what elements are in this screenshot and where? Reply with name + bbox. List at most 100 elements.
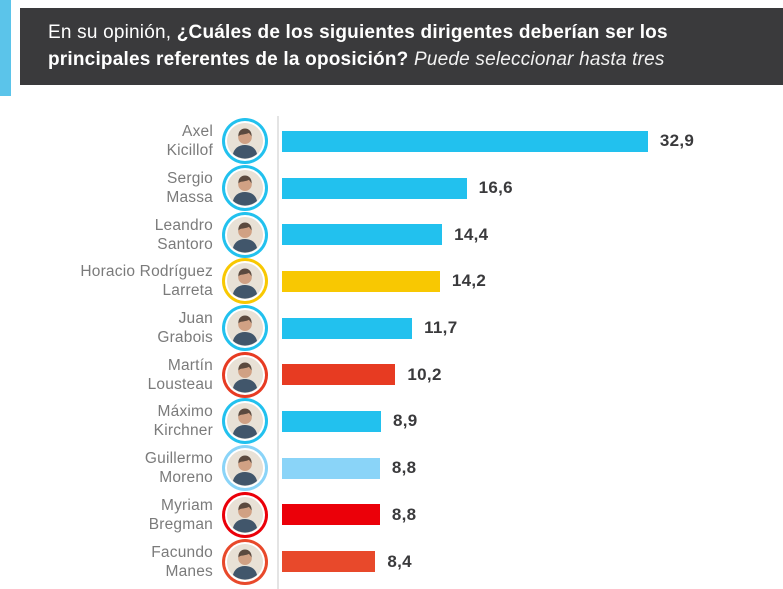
candidate-name: Leandro Santoro [0, 216, 213, 254]
candidate-name-line1: Myriam [161, 496, 213, 514]
value-label: 16,6 [478, 178, 513, 198]
bar-chart: Axel Kicillof 32,9 Sergio Massa [0, 116, 783, 589]
bar [282, 130, 648, 152]
bar-area: 8,4 [277, 551, 783, 573]
candidate-name-line1: Guillermo [144, 450, 213, 468]
candidate-name-line2: Larreta [162, 282, 213, 300]
chart-row: Myriam Bregman 8,8 [0, 492, 783, 539]
person-silhouette-icon [227, 170, 263, 207]
chart-row: Juan Grabois 11,7 [0, 305, 783, 352]
candidate-name: Axel Kicillof [0, 122, 213, 160]
person-silhouette-icon [227, 216, 263, 253]
avatar-wrap [213, 496, 277, 533]
bar-area: 11,7 [277, 317, 783, 339]
chart-rows: Axel Kicillof 32,9 Sergio Massa [0, 118, 783, 585]
avatar [227, 170, 263, 207]
person-silhouette-icon [227, 123, 263, 160]
candidate-name-line2: Kirchner [153, 422, 213, 440]
person-silhouette-icon [227, 310, 263, 347]
chart-row: Horacio Rodríguez Larreta 14,2 [0, 258, 783, 305]
accent-stripe [0, 0, 11, 96]
candidate-name-line1: Juan [178, 310, 213, 328]
bar [282, 270, 440, 292]
chart-row: Sergio Massa 16,6 [0, 165, 783, 212]
bar [282, 224, 443, 246]
chart-row: Facundo Manes 8,4 [0, 538, 783, 585]
candidate-name: Guillermo Moreno [0, 449, 213, 487]
bar-area: 8,8 [277, 457, 783, 479]
avatar-wrap [213, 310, 277, 347]
avatar-wrap [213, 356, 277, 393]
candidate-name-line1: Máximo [157, 403, 213, 421]
candidate-name-line2: Santoro [157, 235, 213, 253]
avatar [227, 403, 263, 440]
question-text: En su opinión, ¿Cuáles de los siguientes… [48, 19, 765, 73]
candidate-name-line1: Axel [182, 123, 213, 141]
avatar-wrap [213, 543, 277, 580]
candidate-name: Máximo Kirchner [0, 402, 213, 440]
value-label: 10,2 [407, 364, 442, 384]
person-silhouette-icon [227, 356, 263, 393]
candidate-name-line2: Kicillof [166, 142, 213, 160]
avatar [227, 450, 263, 487]
bar-area: 10,2 [277, 364, 783, 386]
question-main: ¿Cuáles de los siguientes dirigentes deb… [48, 22, 668, 70]
avatar [227, 263, 263, 300]
axis-baseline [277, 116, 279, 589]
person-silhouette-icon [227, 496, 263, 533]
avatar [227, 216, 263, 253]
avatar [227, 356, 263, 393]
bar [282, 317, 413, 339]
avatar-wrap [213, 123, 277, 160]
chart-row: Guillermo Moreno 8,8 [0, 445, 783, 492]
candidate-name-line2: Manes [165, 562, 213, 580]
candidate-name-line1: Leandro [154, 216, 213, 234]
bar-area: 8,8 [277, 504, 783, 526]
person-silhouette-icon [227, 263, 263, 300]
value-label: 8,4 [387, 551, 412, 571]
candidate-name: Sergio Massa [0, 169, 213, 207]
bar-area: 14,4 [277, 224, 783, 246]
candidate-name-line2: Massa [166, 189, 213, 207]
question-header: En su opinión, ¿Cuáles de los siguientes… [20, 8, 783, 85]
avatar-wrap [213, 263, 277, 300]
candidate-name-line1: Horacio Rodríguez [80, 263, 213, 281]
value-label: 11,7 [424, 318, 458, 338]
bar [282, 457, 380, 479]
person-silhouette-icon [227, 450, 263, 487]
bar-area: 14,2 [277, 270, 783, 292]
value-label: 14,4 [454, 224, 489, 244]
candidate-name-line1: Sergio [166, 170, 213, 188]
question-intro: En su opinión, [48, 22, 172, 43]
person-silhouette-icon [227, 403, 263, 440]
avatar-wrap [213, 403, 277, 440]
candidate-name: Facundo Manes [0, 543, 213, 581]
avatar-wrap [213, 170, 277, 207]
bar-area: 16,6 [277, 177, 783, 199]
candidate-name-line1: Martín [167, 356, 213, 374]
bar-area: 32,9 [277, 130, 783, 152]
chart-row: Leandro Santoro 14,4 [0, 211, 783, 258]
value-label: 32,9 [659, 131, 695, 151]
bar [282, 364, 396, 386]
candidate-name-line1: Facundo [151, 543, 213, 561]
avatar-wrap [213, 450, 277, 487]
avatar [227, 496, 263, 533]
candidate-name-line2: Grabois [157, 329, 213, 347]
bar [282, 177, 467, 199]
avatar [227, 123, 263, 160]
avatar [227, 310, 263, 347]
bar [282, 551, 376, 573]
chart-row: Máximo Kirchner 8,9 [0, 398, 783, 445]
candidate-name: Juan Grabois [0, 309, 213, 347]
bar-area: 8,9 [277, 410, 783, 432]
value-label: 8,8 [391, 458, 417, 478]
candidate-name: Martín Lousteau [0, 356, 213, 394]
candidate-name: Myriam Bregman [0, 496, 213, 534]
question-note: Puede seleccionar hasta tres [413, 49, 665, 70]
value-label: 8,8 [391, 504, 417, 524]
bar [282, 410, 381, 432]
value-label: 8,9 [392, 411, 418, 431]
avatar [227, 543, 263, 580]
chart-row: Axel Kicillof 32,9 [0, 118, 783, 165]
